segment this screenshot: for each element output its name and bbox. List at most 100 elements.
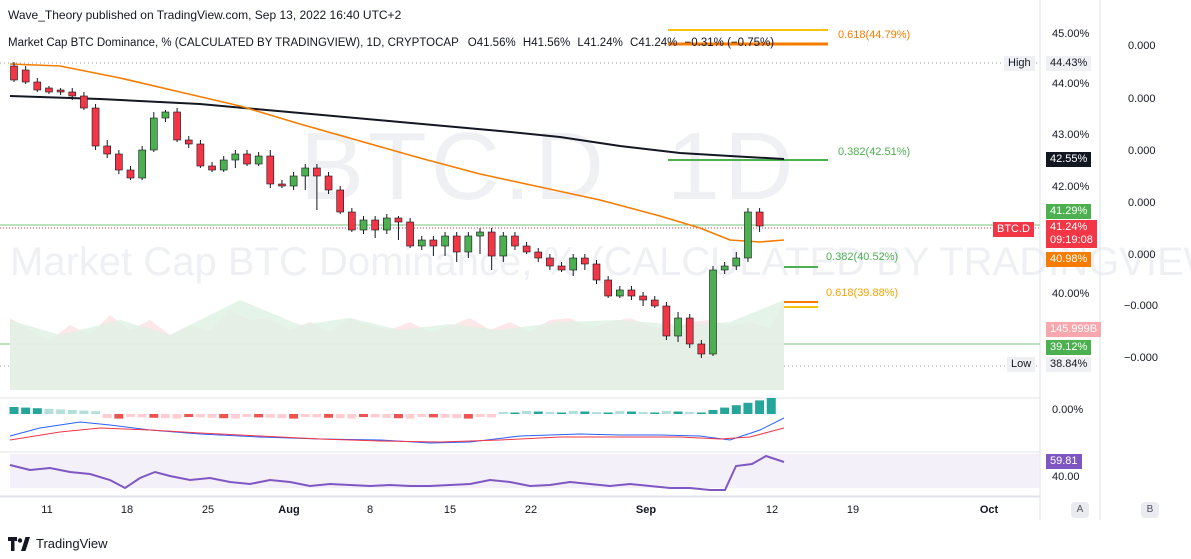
time-tick-sep: Sep: [635, 504, 657, 516]
candle-body: [604, 279, 612, 297]
candle-body: [429, 239, 438, 247]
macd-histogram: [9, 398, 776, 419]
candle-body: [685, 317, 694, 345]
macd-hist-bar: [638, 412, 648, 414]
time-tick-25: 25: [201, 504, 215, 516]
candle-body: [487, 231, 496, 257]
candle-body: [557, 265, 566, 271]
candle-body: [406, 221, 414, 247]
time-tick-aug: Aug: [278, 504, 300, 516]
macd-hist-bar: [137, 414, 147, 418]
price-tick-43: 43.00%: [1052, 129, 1090, 141]
macd-signal-line: [9, 427, 785, 443]
macd-hist-bar: [557, 412, 567, 414]
symbol-legend[interactable]: Market Cap BTC Dominance, % (CALCULATED …: [8, 37, 774, 49]
candle-body: [161, 111, 170, 119]
volume-tick-1: 0.000: [1128, 40, 1156, 52]
volume-tick-2: 0.000: [1128, 93, 1156, 105]
ma200-price-tag: 42.55%: [1046, 152, 1092, 167]
candle-body: [709, 269, 717, 355]
candle-body: [417, 239, 426, 247]
macd-hist-bar: [463, 414, 473, 419]
candle-body: [196, 143, 205, 167]
macd-hist-bar: [766, 398, 776, 414]
ma50-line: [9, 63, 785, 243]
macd-hist-bar: [335, 414, 345, 419]
bar-countdown: 09:19:08: [1050, 234, 1093, 246]
candle-body: [511, 235, 519, 247]
time-tick-18: 18: [120, 504, 134, 516]
macd-hist-bar: [265, 414, 275, 418]
candle-body: [662, 305, 671, 337]
candle-body: [184, 139, 193, 145]
macd-hist-bar: [720, 407, 730, 414]
candle-body: [499, 235, 508, 257]
candle-body: [219, 159, 228, 171]
macd-hist-bar: [417, 414, 427, 417]
macd-hist-bar: [9, 407, 19, 414]
candle-body: [313, 167, 321, 177]
volume-area-green: [10, 300, 784, 390]
macd-hist-bar: [172, 414, 182, 419]
macd-hist-bar: [428, 414, 438, 418]
macd-hist-bar: [731, 405, 741, 414]
high-value-tag: 44.43%: [1046, 56, 1092, 71]
tradingview-logo[interactable]: TradingView: [8, 536, 108, 551]
time-tick-12: 12: [765, 504, 779, 516]
macd-hist-bar: [347, 414, 357, 419]
macd-hist-bar: [382, 414, 392, 418]
macd-hist-bar: [79, 410, 89, 414]
candle-body: [627, 289, 636, 297]
candle-body: [336, 189, 345, 213]
log-scale-button[interactable]: B: [1141, 502, 1159, 518]
candle-body: [138, 149, 146, 179]
candle-body: [674, 317, 682, 337]
macd-hist-bar: [324, 414, 334, 418]
candle-body: [21, 69, 30, 83]
legend-open: O41.56%: [467, 37, 516, 49]
macd-hist-bar: [522, 411, 532, 414]
candle-body: [732, 257, 741, 267]
macd-hist-bar: [102, 414, 112, 419]
macd-hist-bar: [21, 407, 31, 414]
macd-hist-bar: [393, 414, 403, 419]
macd-hist-bar: [242, 414, 252, 417]
candle-body: [80, 95, 88, 109]
macd-hist-bar: [195, 414, 205, 418]
fib-support-382-label: 0.382(40.52%): [826, 251, 899, 263]
candle-body: [569, 257, 578, 271]
macd-hist-bar: [126, 414, 135, 417]
candle-body: [348, 211, 356, 231]
ma50-price-tag: 40.98%: [1046, 252, 1092, 267]
candle-body: [56, 89, 65, 93]
symbol-tag: BTC.D: [993, 222, 1034, 237]
macd-hist-bar: [277, 414, 287, 419]
candle-body: [91, 107, 100, 147]
legend-change: −0.31% (−0.75%): [684, 37, 775, 49]
time-tick-oct: Oct: [979, 504, 999, 516]
candle-body: [639, 295, 647, 301]
macd-hist-bar: [114, 414, 124, 419]
candle-body: [208, 165, 216, 171]
auto-scale-button[interactable]: A: [1071, 502, 1089, 518]
fib-mid-label: 0.382(42.51%): [838, 146, 911, 158]
candle-body: [581, 257, 589, 265]
candle-body: [68, 91, 77, 97]
current-price-tag: 41.24% 09:19:08: [1046, 220, 1097, 248]
fib-support-618-label: 0.618(39.88%): [826, 287, 899, 299]
macd-hist-bar: [475, 414, 485, 417]
macd-hist-bar: [685, 412, 695, 414]
time-tick-22: 22: [524, 504, 538, 516]
candle-body: [103, 145, 111, 155]
macd-hist-bar: [32, 408, 42, 414]
candle-body: [697, 343, 706, 355]
time-tick-11: 11: [41, 504, 53, 516]
volume-tick-6: −0.000: [1124, 300, 1158, 312]
candle-body: [359, 219, 368, 231]
publish-line: Wave_Theory published on TradingView.com…: [8, 8, 402, 22]
macd-hist-bar: [498, 412, 508, 414]
candle-body: [278, 183, 286, 187]
rsi-value-tag: 59.81: [1046, 454, 1082, 469]
candle-body: [744, 211, 752, 259]
